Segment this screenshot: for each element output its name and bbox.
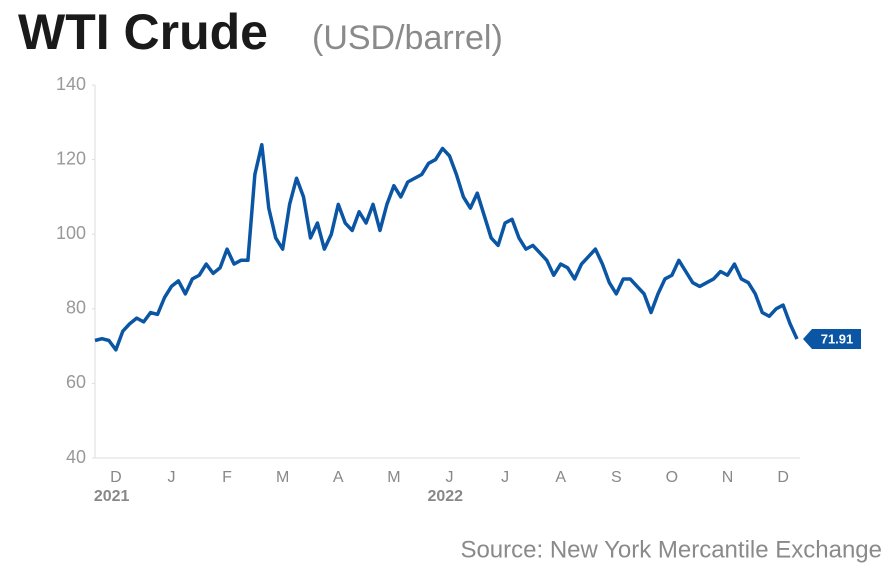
y-tick-label: 140: [56, 74, 86, 94]
x-tick-label: J: [167, 469, 175, 486]
y-tick-label: 80: [66, 298, 86, 318]
year-label: 2022: [427, 488, 463, 505]
y-tick-label: 40: [66, 447, 86, 467]
year-label: 2021: [94, 488, 130, 505]
x-tick-label: D: [110, 469, 122, 486]
x-tick-label: F: [222, 469, 232, 486]
chart-subtitle: (USD/barrel): [312, 19, 503, 57]
x-tick-label: M: [387, 469, 400, 486]
y-tick-label: 120: [56, 148, 86, 168]
source: Source: New York Mercantile Exchange: [460, 536, 882, 563]
x-tick-label: N: [722, 469, 734, 486]
x-tick-label: J: [501, 469, 509, 486]
y-tick-label: 60: [66, 372, 86, 392]
x-tick-label: M: [276, 469, 289, 486]
x-tick-label: O: [666, 469, 678, 486]
x-tick-label: A: [555, 469, 566, 486]
x-tick-label: J: [445, 469, 453, 486]
x-tick-label: S: [611, 469, 622, 486]
end-label-box: [803, 328, 861, 349]
chart-title: WTI Crude: [18, 4, 268, 60]
price-line: [94, 142, 799, 352]
end-value-label: 71.91: [821, 331, 854, 346]
x-tick-label: D: [777, 469, 789, 486]
x-tick-label: A: [333, 469, 344, 486]
y-tick-label: 100: [56, 223, 86, 243]
